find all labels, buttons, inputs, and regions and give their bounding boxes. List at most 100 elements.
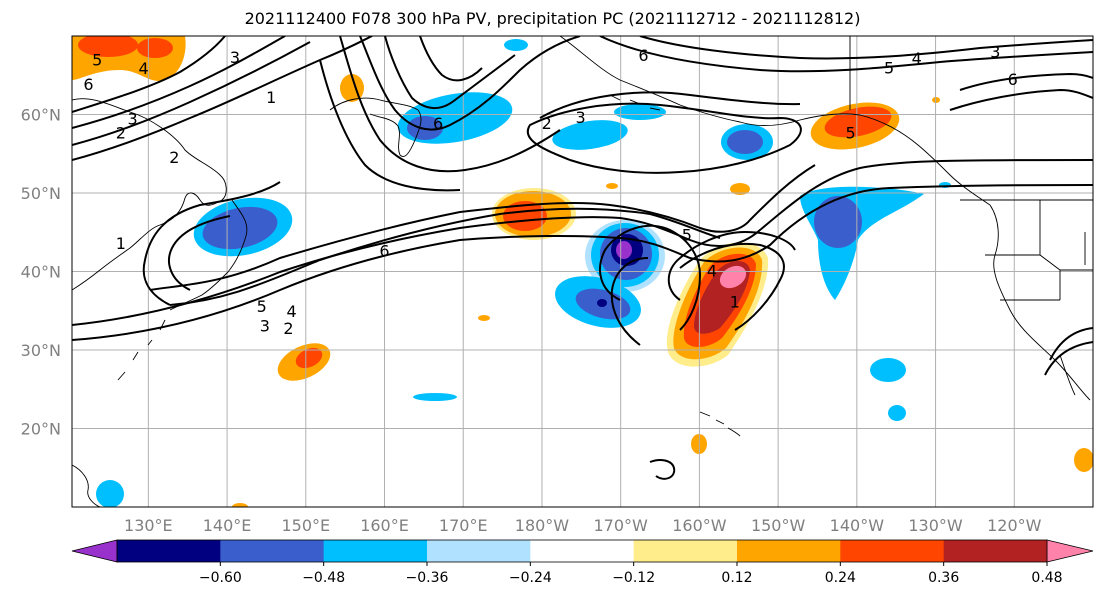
pv-contour-label: 3: [575, 108, 585, 127]
precip-small-orange-8: [232, 503, 248, 507]
pv-contour-label: 5: [682, 226, 692, 245]
pv-contour-arctic-1: [599, 36, 1093, 73]
pv-contour-trough-1: [142, 181, 281, 306]
pv-contour-label: 3: [260, 317, 270, 336]
pv-contour-loop-2: [539, 91, 801, 119]
pv-contour-label: 2: [116, 124, 126, 143]
lat-tick-label: 20°N: [21, 420, 61, 439]
colorbar-segment: [633, 540, 738, 562]
pv-contour-east-2: [1044, 341, 1093, 376]
precip-small-orange-4: [1074, 448, 1093, 472]
lat-tick-label: 40°N: [21, 263, 61, 282]
pv-contour-label: 2: [283, 319, 293, 338]
pv-contour-label: 2: [169, 148, 179, 167]
pv-contour-cut-1: [679, 242, 785, 331]
coastline-japan: [169, 199, 248, 311]
lon-tick-labels: 130°E 140°E 150°E 160°E 170°E 180°W 170°W 160°W…: [124, 516, 1042, 535]
precip-dateline-orange: [492, 188, 576, 240]
precip-hawaii-north: [666, 242, 769, 367]
lon-tick-label: 150°E: [281, 516, 330, 535]
precip-small-blue-2: [888, 405, 906, 421]
colorbar-tick-label: 0.24: [825, 570, 856, 586]
precip-arctic-orange: [72, 36, 186, 82]
colorbar-extend-high: [1046, 539, 1094, 563]
pv-contour-arctic-3: [949, 88, 1093, 111]
colorbar-tick-label: −0.36: [406, 570, 449, 586]
pv-contour-ridge-5: [319, 59, 461, 192]
pv-contour-label: 6: [379, 241, 389, 260]
precip-alaska-blue: [721, 124, 773, 160]
pv-contour-cut-3: [599, 224, 702, 331]
precip-small-orange-3: [730, 183, 750, 195]
pv-contour-label: 3: [128, 109, 138, 128]
pv-contours: [72, 36, 1093, 480]
lon-tick-label: 120°W: [987, 516, 1042, 535]
pv-contour-ridge-2: [384, 36, 516, 109]
coastlines: [72, 36, 1093, 507]
colorbar-tick-label: −0.12: [612, 570, 655, 586]
pv-contour-label: 4: [287, 302, 297, 321]
precip-small-blue-4: [96, 480, 124, 507]
pv-contour-label: 2: [542, 114, 552, 133]
pv-contour-loop-1: [526, 102, 802, 174]
pv-contour-label: 1: [730, 292, 740, 311]
pv-contour-label: 6: [433, 114, 443, 133]
pv-contour-label: 1: [116, 234, 126, 253]
colorbar-tick-label: 0.12: [721, 570, 752, 586]
lon-tick-label: 130°W: [908, 516, 963, 535]
pv-contour-label: 6: [1008, 70, 1018, 89]
coastline-hawaii: [699, 411, 741, 437]
colorbar-segment: [530, 540, 635, 562]
colorbar-segment: [943, 540, 1048, 562]
coastline-kamchatka: [329, 97, 422, 157]
colorbar-segment: [427, 540, 531, 562]
precip-small-blue-3: [413, 393, 457, 401]
lon-tick-label: 140°E: [203, 516, 252, 535]
colorbar-outline: [116, 539, 1048, 563]
pv-contour-label: 3: [990, 43, 1000, 62]
pv-contour-north-2: [72, 41, 311, 146]
pv-contour-label: 3: [230, 48, 240, 67]
colorbar-tick-label: −0.24: [509, 570, 552, 586]
pv-contour-arctic-2: [639, 36, 1093, 60]
pv-contour-ridge-4: [339, 36, 561, 173]
pv-contour-label: 5: [92, 51, 102, 70]
pv-contour-label: 5: [884, 58, 894, 77]
colorbar-segment: [117, 540, 221, 562]
pv-contour-ridge-3: [419, 36, 483, 82]
pv-contour-cut-2: [667, 230, 796, 301]
precip-kamchatka-blue: [397, 92, 513, 144]
map-frame: [71, 35, 1094, 508]
pv-contour-jet-4: [169, 207, 721, 306]
pv-contour-label: 4: [707, 262, 717, 281]
lon-tick-label: 160°W: [672, 516, 727, 535]
pv-contour-sw-hook: [649, 459, 676, 480]
lat-tick-label: 50°N: [21, 184, 61, 203]
coastline-north-border: [849, 36, 1093, 265]
lat-tick-label: 30°N: [21, 341, 61, 360]
lon-tick-label: 160°E: [360, 516, 409, 535]
coastline-states: [985, 254, 1093, 301]
lon-tick-label: 170°E: [439, 516, 488, 535]
pv-contour-arctic-4: [959, 72, 1093, 91]
precip-small-orange-5: [478, 315, 490, 321]
pv-contour-label: 4: [912, 49, 922, 68]
colorbar-segment: [323, 540, 428, 562]
lon-tick-label: 150°W: [751, 516, 806, 535]
gridlines: [72, 36, 1093, 507]
pv-contour-trough-2: [168, 215, 231, 291]
chart-title: 2021112400 F078 300 hPa PV, precipitatio…: [244, 9, 861, 28]
colorbar-segment: [840, 540, 945, 562]
colorbar-tick-label: −0.48: [302, 570, 345, 586]
precip-bering-blue: [504, 39, 666, 150]
colorbar-tick-label: −0.60: [199, 570, 242, 586]
pv-contour-ridge-1: [359, 36, 581, 131]
pv-contour-label: 5: [845, 124, 855, 143]
pv-contour-north-1: [72, 36, 373, 161]
coastline-alaska: [559, 36, 991, 206]
colorbar-extend-low: [71, 539, 118, 563]
pv-contour-label: 4: [139, 59, 149, 78]
colorbar-tick-label: 0.48: [1031, 570, 1062, 586]
precip-small-blue-1: [870, 358, 906, 382]
precip-small-orange-6: [606, 183, 618, 189]
